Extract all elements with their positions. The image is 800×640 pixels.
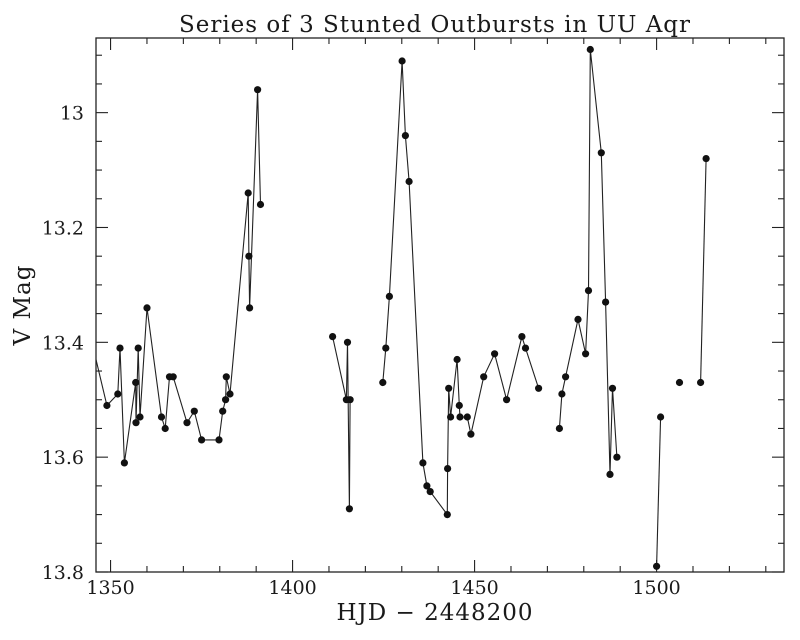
data-point <box>190 407 198 415</box>
data-point <box>445 384 453 392</box>
data-point <box>653 562 661 570</box>
data-point <box>256 200 265 209</box>
x-tick-label: 1500 <box>632 577 680 599</box>
data-point <box>697 378 705 387</box>
data-point <box>222 373 230 381</box>
data-point <box>132 419 140 427</box>
data-point <box>245 252 253 260</box>
axis-tick-labels: 1350 1400 1450 1500 13 13.2 13.4 13.6 13.8 <box>42 103 681 599</box>
data-point <box>114 390 122 398</box>
data-point <box>455 401 463 410</box>
data-point <box>120 459 128 467</box>
axis-ticks <box>96 38 784 573</box>
data-point <box>606 470 614 478</box>
data-point <box>597 149 605 157</box>
data-point <box>456 413 464 421</box>
data-point <box>447 413 455 421</box>
data-point <box>385 292 393 300</box>
data-point <box>346 396 354 404</box>
y-tick-label: 13.4 <box>42 332 84 354</box>
data-point <box>555 424 564 433</box>
data-point <box>444 465 452 473</box>
data-point <box>467 430 475 438</box>
data-point <box>246 304 254 312</box>
data-point <box>226 390 234 398</box>
data-point <box>582 350 590 358</box>
data-point <box>134 344 142 352</box>
data-point <box>215 436 223 444</box>
x-axis-label: HJD − 2448200 <box>336 600 533 626</box>
data-point <box>419 459 427 467</box>
data-point <box>558 390 566 398</box>
data-point <box>586 45 594 54</box>
data-point <box>379 378 387 387</box>
data-point <box>136 413 144 421</box>
data-point <box>574 315 582 323</box>
data-point <box>103 401 111 410</box>
x-tick-label: 1450 <box>450 577 498 599</box>
data-point <box>343 338 352 346</box>
data-point <box>608 384 617 392</box>
data-point <box>405 177 413 186</box>
y-axis-label: V Mag <box>10 265 36 347</box>
data-point <box>161 424 169 433</box>
x-tick-label: 1350 <box>86 577 134 599</box>
data-point <box>116 344 124 352</box>
data-point <box>562 373 570 381</box>
y-tick-label: 13.2 <box>42 217 84 239</box>
data-point <box>443 510 451 519</box>
data-point <box>463 413 471 421</box>
data-point <box>254 86 262 94</box>
series-line <box>558 49 618 475</box>
data-point <box>521 344 530 352</box>
series-line <box>656 416 662 567</box>
data-point <box>401 132 409 140</box>
plot-frame <box>95 37 785 573</box>
data-point <box>675 378 684 387</box>
data-point <box>453 355 461 364</box>
data-point <box>132 378 140 387</box>
y-tick-label: 13.8 <box>42 562 84 584</box>
data-series <box>95 45 710 570</box>
data-point <box>491 350 499 358</box>
data-point <box>183 419 191 427</box>
data-point <box>244 189 252 197</box>
data-point <box>480 373 488 381</box>
x-tick-label: 1400 <box>268 577 316 599</box>
data-point <box>219 407 227 415</box>
data-point <box>329 333 337 341</box>
data-point <box>584 287 593 295</box>
series-line <box>332 336 351 509</box>
series-line <box>700 158 707 383</box>
data-point <box>345 505 353 513</box>
data-point <box>143 304 151 312</box>
data-point <box>602 298 610 306</box>
series-line <box>382 60 540 517</box>
y-tick-label: 13 <box>60 103 84 125</box>
data-point <box>398 57 406 65</box>
chart-title: Series of 3 Stunted Outbursts in UU Aqr <box>179 12 691 38</box>
data-point <box>222 396 230 404</box>
data-point <box>657 413 665 421</box>
data-point <box>518 333 526 341</box>
data-point <box>702 155 710 163</box>
data-point <box>198 436 206 444</box>
data-point <box>169 373 177 381</box>
series-line-entry <box>95 359 108 406</box>
data-point <box>426 488 434 496</box>
data-point <box>382 344 390 352</box>
data-point <box>535 384 543 392</box>
data-point <box>503 396 511 404</box>
series-line <box>106 89 262 463</box>
y-tick-label: 13.6 <box>42 447 84 469</box>
data-point <box>157 413 166 421</box>
data-point <box>423 482 431 490</box>
data-point <box>613 453 621 461</box>
